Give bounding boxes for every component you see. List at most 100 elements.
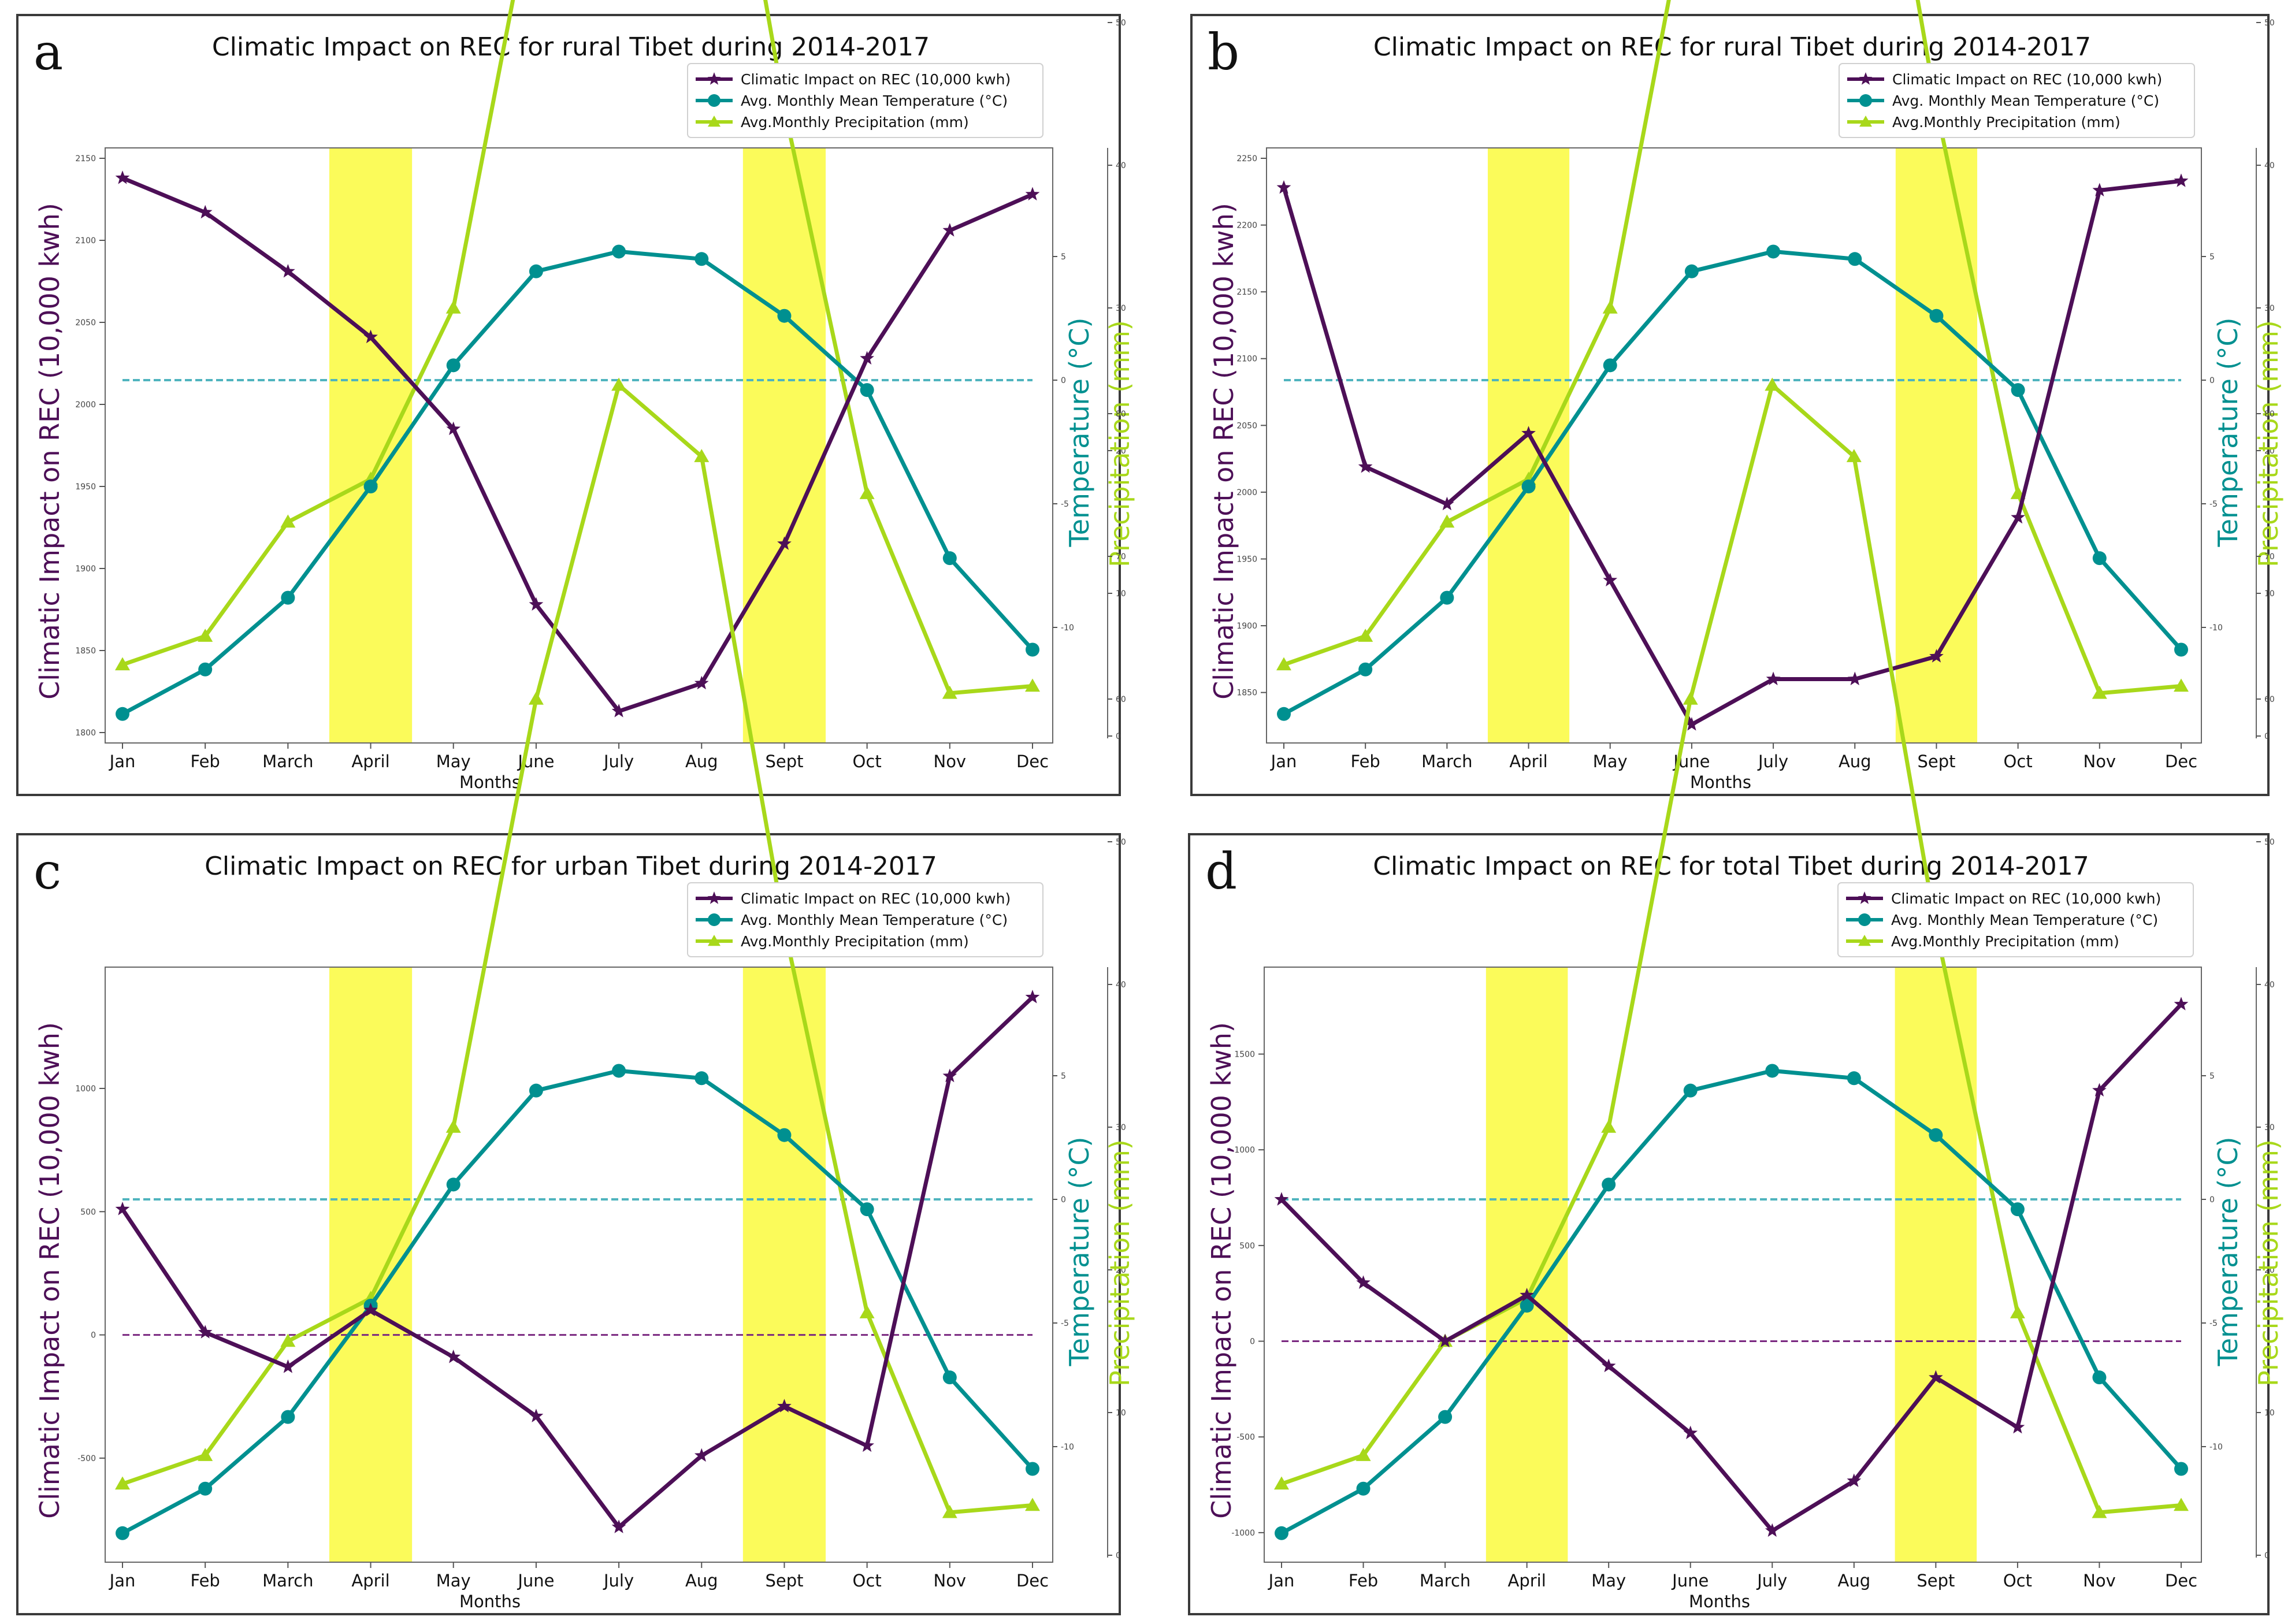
panel-label: b <box>1208 24 1240 81</box>
temperature-point <box>1847 1071 1861 1086</box>
y-tick-label: 500 <box>1239 1242 1255 1251</box>
x-tick-label: Feb <box>1349 1571 1378 1590</box>
y-tick-label: 2150 <box>1236 288 1257 297</box>
temp-tick-label: 5 <box>2209 252 2215 262</box>
rec-point <box>611 1519 626 1533</box>
y-tick-label: 1000 <box>75 1084 96 1094</box>
legend-entry-label: Avg.Monthly Precipitation (mm) <box>741 114 969 131</box>
x-tick-label: Sept <box>1917 1571 1955 1590</box>
temperature-point <box>1766 244 1781 259</box>
precipitation-axis-label: Precipitation (mm) <box>1104 1139 1135 1387</box>
x-tick-label: Dec <box>1016 752 1049 771</box>
x-tick-label: Aug <box>685 1571 718 1590</box>
temperature-series-line <box>121 249 1034 716</box>
temperature-point <box>2011 383 2025 397</box>
rec-point <box>446 1350 461 1363</box>
rec-point <box>1438 1333 1453 1348</box>
chart-c-canvas: Climatic Impact on REC for urban Tibet d… <box>34 377 1135 1611</box>
highlight-band-sept <box>742 148 826 743</box>
chart-title: Climatic Impact on REC for total Tibet d… <box>1373 852 2089 881</box>
temperature-series-line <box>1280 1068 2183 1535</box>
legend-marker <box>1858 891 1871 904</box>
temperature-point <box>695 252 709 266</box>
legend-entry-label: Climatic Impact on REC (10,000 kwh) <box>1892 71 2162 88</box>
rec-point <box>860 1438 874 1452</box>
y-tick-label: 2100 <box>75 236 96 246</box>
rec-point <box>2010 1419 2025 1434</box>
precipitation-point <box>859 486 875 499</box>
plot-frame <box>105 967 1053 1563</box>
y-tick-label: -1000 <box>1231 1529 1255 1538</box>
x-tick-label: June <box>517 1571 554 1590</box>
y-tick-label: 2000 <box>75 400 96 410</box>
x-tick-label: Oct <box>853 1571 882 1590</box>
x-tick-label: April <box>1509 752 1547 771</box>
y-tick-label: 1850 <box>75 646 96 656</box>
temperature-point <box>363 480 378 494</box>
precipitation-point <box>942 685 957 699</box>
temperature-series-line <box>121 1068 1034 1535</box>
x-tick-label: Jan <box>109 1571 136 1590</box>
rec-point <box>1521 426 1536 440</box>
legend-marker <box>708 935 721 946</box>
legend-marker <box>708 913 721 926</box>
rec-point <box>1520 1288 1534 1302</box>
rec-point <box>860 351 874 365</box>
legend-entry-label: Avg. Monthly Mean Temperature (°C) <box>1891 912 2158 928</box>
precipitation-point <box>1025 1497 1040 1511</box>
legend-marker <box>1858 913 1871 926</box>
rec-point <box>1929 1370 1943 1384</box>
temperature-point <box>2010 1202 2025 1217</box>
temp-tick-label: -5 <box>1061 1319 1069 1328</box>
chart-panel-a: Climatic Impact on REC for rural Tibet d… <box>16 0 1135 796</box>
temperature-point <box>942 1370 957 1385</box>
temp-tick-label: -5 <box>2209 1319 2218 1328</box>
precipitation-series-line <box>1283 0 2182 696</box>
rec-point <box>1274 1192 1289 1206</box>
x-tick-label: Aug <box>1839 752 1871 771</box>
temperature-point <box>281 1410 295 1424</box>
temp-tick-label: 0 <box>2209 1195 2215 1205</box>
x-tick-label: July <box>603 1571 634 1590</box>
precip-tick-label: 20 <box>1116 1266 1126 1275</box>
precipitation-point <box>2010 1305 2025 1318</box>
x-tick-label: March <box>1420 1571 1470 1590</box>
x-tick-label: May <box>436 752 471 771</box>
precip-tick-label: 30 <box>1116 304 1126 313</box>
rec-point <box>2092 1083 2107 1097</box>
legend-entry-label: Avg.Monthly Precipitation (mm) <box>1892 114 2120 131</box>
y-axis-label: Climatic Impact on REC (10,000 kwh) <box>34 203 65 700</box>
precipitation-point <box>1439 514 1455 528</box>
chart-panel-b: Climatic Impact on REC for rural Tibet d… <box>1190 0 2284 796</box>
y-tick-label: 2000 <box>1236 488 1257 497</box>
temperature-series-line <box>1283 249 2183 716</box>
rec-series-line <box>121 176 1034 713</box>
x-axis-label: Months <box>459 772 521 792</box>
legend-entry-label: Avg. Monthly Mean Temperature (°C) <box>741 92 1008 109</box>
precip-tick-label: 0 <box>1116 1551 1121 1560</box>
temp-tick-label: 5 <box>2209 1072 2215 1081</box>
legend-marker <box>1858 935 1871 946</box>
chart-panel-c: Climatic Impact on REC for urban Tibet d… <box>16 377 1135 1615</box>
precip-tick-label: 0 <box>2264 732 2270 741</box>
precip-tick-label: 60 <box>1116 695 1126 704</box>
rec-point <box>1683 1425 1698 1440</box>
precipitation-series-line <box>1280 383 2182 1515</box>
chart-title: Climatic Impact on REC for urban Tibet d… <box>205 852 937 881</box>
temperature-point <box>2092 551 2107 566</box>
temp-tick-label: -10 <box>1061 623 1074 633</box>
precipitation-axis-label: Precipitation (mm) <box>1104 320 1135 567</box>
temperature-point <box>695 1071 709 1086</box>
legend-marker <box>1859 116 1872 127</box>
rec-point <box>2092 183 2107 196</box>
precip-tick-label: 40 <box>1116 161 1126 170</box>
x-tick-label: Jan <box>109 752 136 771</box>
x-tick-label: Aug <box>1837 1571 1870 1590</box>
rec-point <box>1765 1523 1780 1537</box>
temperature-point <box>1929 1128 1943 1142</box>
rec-point <box>1025 187 1040 200</box>
plot-frame <box>1266 147 2202 744</box>
temperature-point <box>116 707 129 721</box>
temperature-point <box>198 662 213 677</box>
precipitation-point <box>942 1504 957 1518</box>
